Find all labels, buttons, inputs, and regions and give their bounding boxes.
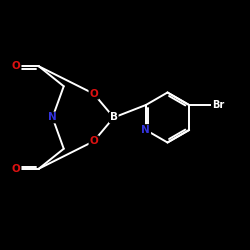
Text: O: O bbox=[12, 61, 20, 71]
Text: O: O bbox=[90, 136, 98, 146]
Text: B: B bbox=[110, 112, 118, 122]
Text: N: N bbox=[48, 112, 57, 122]
Text: Br: Br bbox=[212, 100, 224, 110]
Text: O: O bbox=[12, 164, 20, 174]
Text: N: N bbox=[142, 125, 150, 135]
Text: O: O bbox=[90, 89, 98, 99]
